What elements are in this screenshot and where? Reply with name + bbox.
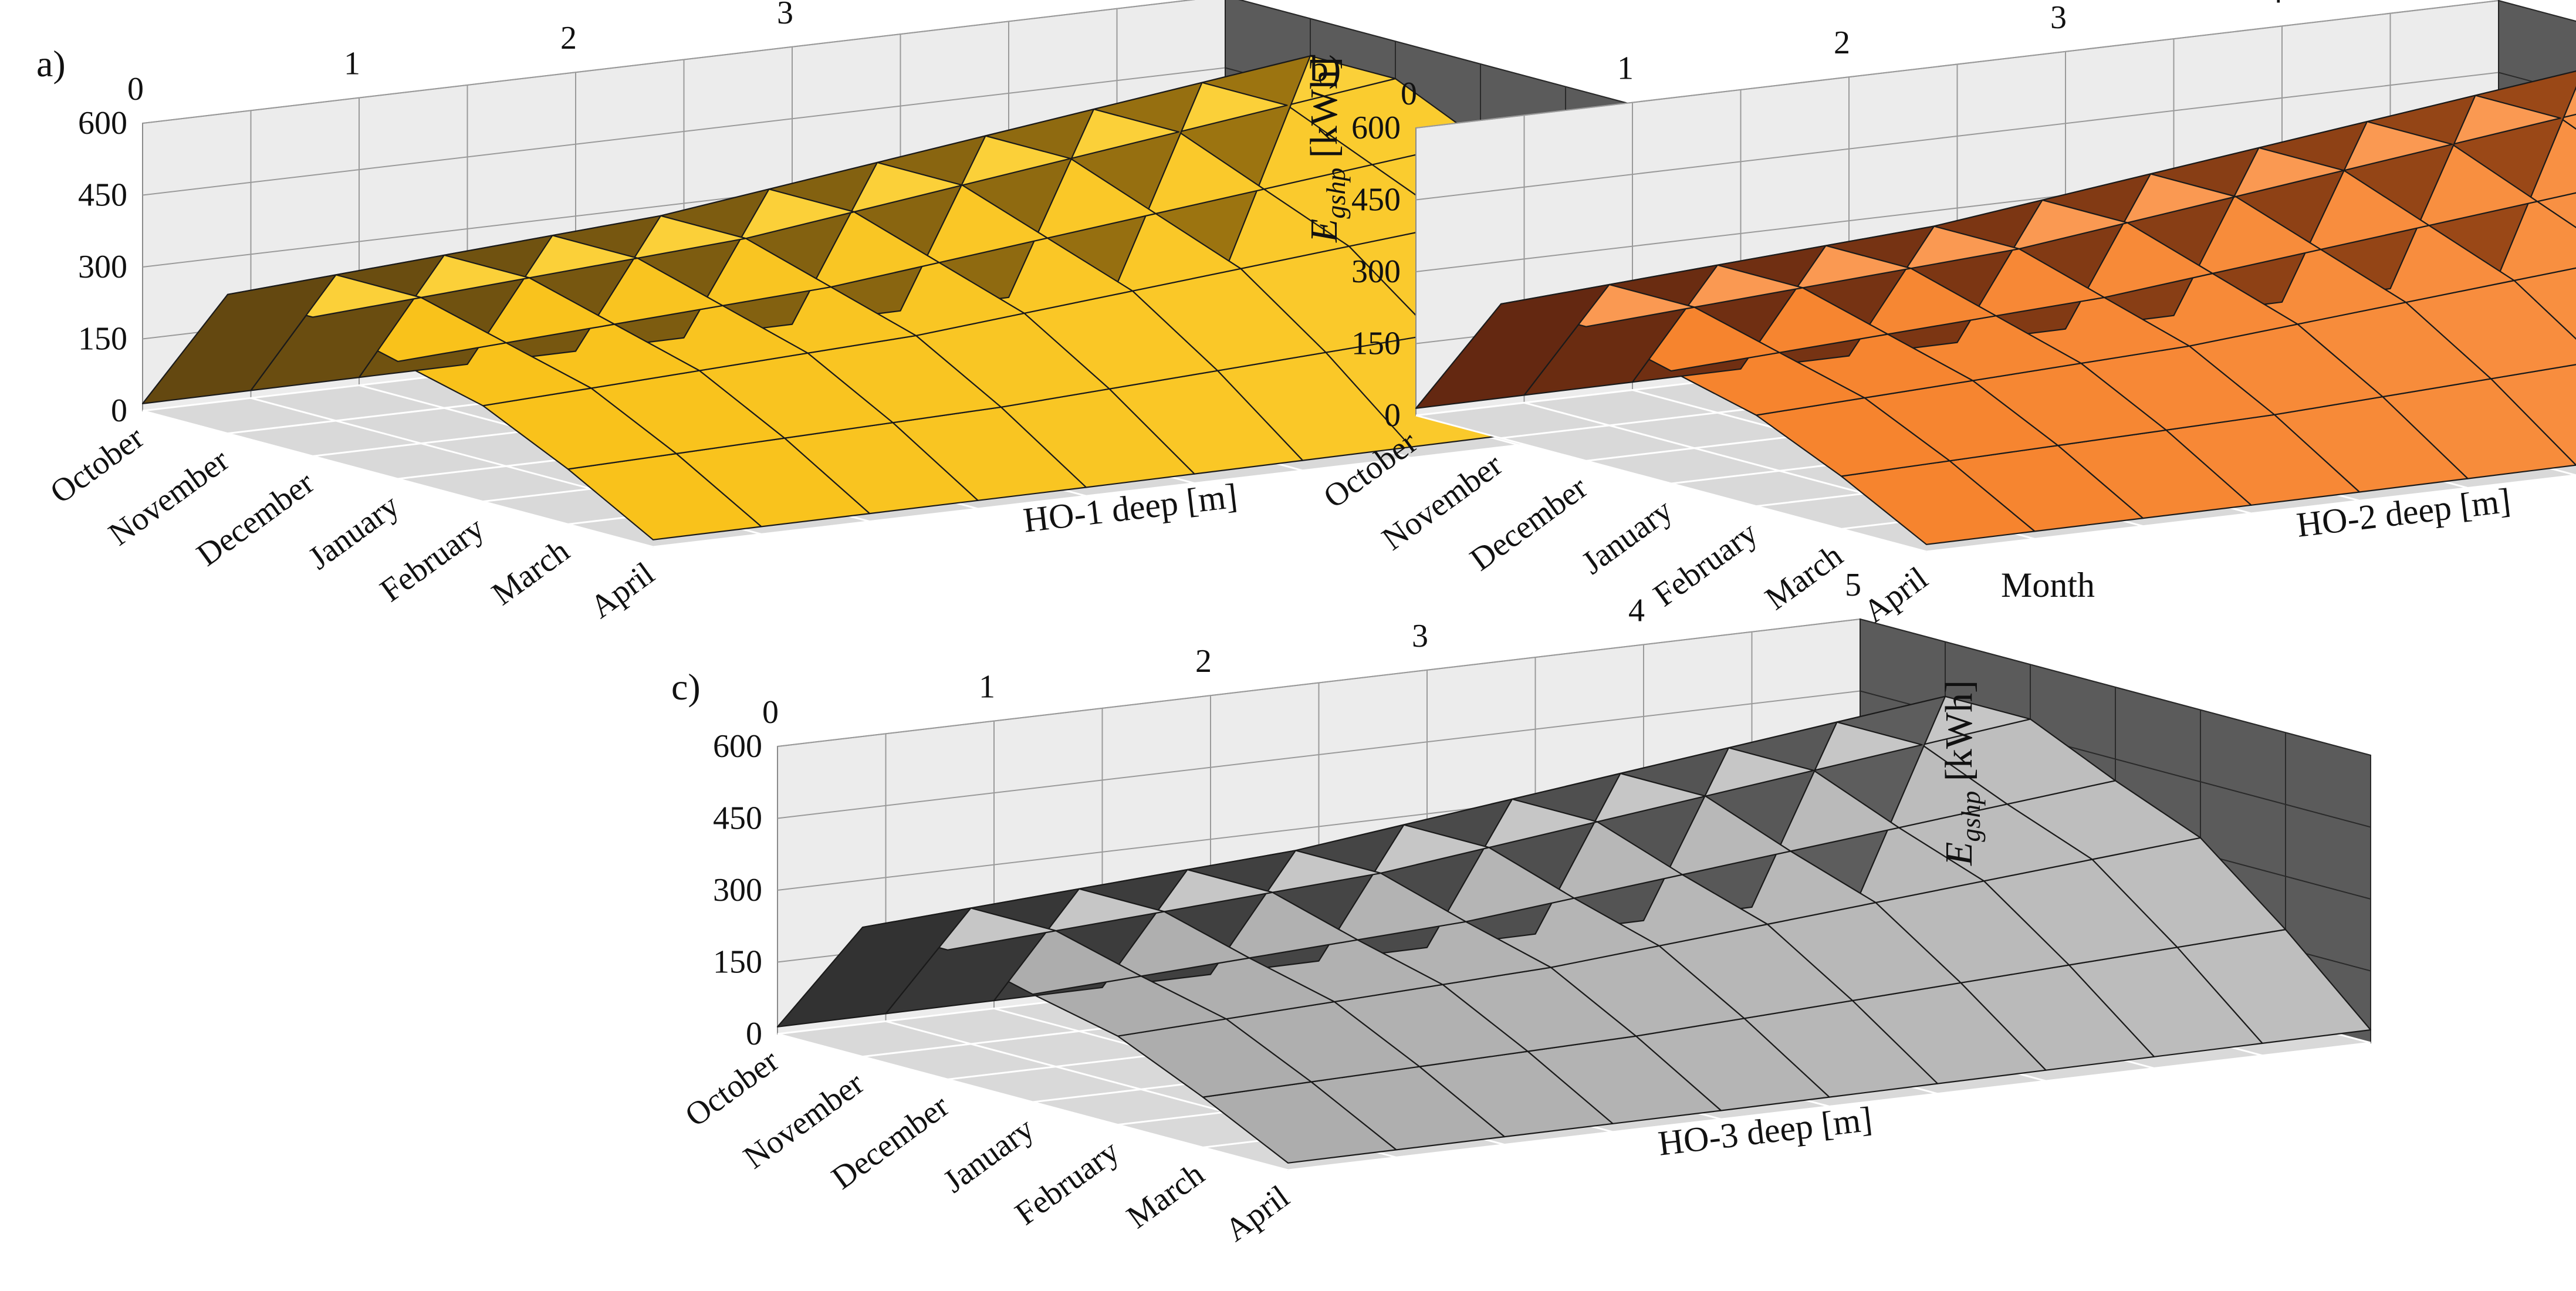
depth-tick-label: 1 bbox=[344, 46, 360, 82]
depth-tick-label: 5 bbox=[1845, 567, 1861, 603]
z-tick-label: 450 bbox=[78, 177, 127, 214]
month-tick-label: October bbox=[43, 419, 151, 511]
z-tick-label: 0 bbox=[1384, 397, 1401, 434]
z-tick-label: 0 bbox=[111, 393, 127, 429]
surface bbox=[776, 695, 2372, 1164]
depth-tick-label: 4 bbox=[2267, 0, 2283, 10]
depth-tick-label: 0 bbox=[762, 694, 779, 731]
panel-label: c) bbox=[671, 666, 701, 708]
depth-tick-label: 3 bbox=[777, 0, 793, 31]
month-tick-label: January bbox=[302, 487, 405, 577]
depth-tick-label: 1 bbox=[979, 669, 995, 705]
month-tick-label: January bbox=[1575, 492, 1679, 582]
surface bbox=[1415, 70, 2576, 545]
z-tick-label: 450 bbox=[713, 800, 762, 837]
z-tick-label: 600 bbox=[78, 105, 127, 141]
panel-label: b) bbox=[1310, 48, 1341, 89]
depth-tick-label: 2 bbox=[1195, 643, 1212, 680]
z-tick-label: 450 bbox=[1351, 182, 1401, 218]
surface bbox=[141, 55, 1737, 540]
month-tick-label: March bbox=[1120, 1156, 1211, 1236]
z-tick-label: 150 bbox=[78, 321, 127, 357]
z-axis-title: Egshp [kWh] bbox=[1303, 57, 1351, 243]
surface-patch bbox=[776, 907, 972, 1028]
depth-tick-label: 0 bbox=[1401, 76, 1417, 112]
z-tick-label: 150 bbox=[713, 944, 762, 981]
month-tick-label: January bbox=[937, 1110, 1040, 1200]
z-tick-label: 600 bbox=[1351, 110, 1401, 146]
depth-tick-label: 4 bbox=[1628, 592, 1645, 628]
month-tick-label: March bbox=[1759, 538, 1850, 617]
z-tick-label: 300 bbox=[78, 249, 127, 285]
depth-tick-label: 3 bbox=[1412, 618, 1428, 654]
depth-tick-label: 4 bbox=[993, 0, 1010, 5]
depth-tick-label: 2 bbox=[1834, 25, 1850, 61]
floor-gridline bbox=[1415, 414, 1927, 553]
z-tick-label: 0 bbox=[746, 1016, 762, 1052]
surface-patch bbox=[141, 274, 337, 404]
panel-c: 0150300450600012345OctoberNovemberDecemb… bbox=[671, 566, 2372, 1249]
month-tick-label: October bbox=[678, 1042, 786, 1134]
z-tick-label: 300 bbox=[1351, 254, 1401, 290]
month-tick-label: April bbox=[584, 555, 661, 626]
z-tick-label: 600 bbox=[713, 728, 762, 765]
month-tick-label: April bbox=[1857, 560, 1935, 630]
month-tick-label: April bbox=[1219, 1178, 1296, 1249]
floor-gridline bbox=[777, 1033, 1289, 1171]
panel-label: a) bbox=[36, 43, 66, 85]
depth-tick-label: 0 bbox=[127, 71, 144, 107]
depth-tick-label: 2 bbox=[560, 20, 577, 56]
depth-tick-label: 1 bbox=[1617, 50, 1634, 87]
z-tick-label: 150 bbox=[1351, 326, 1401, 362]
z-tick-label: 300 bbox=[713, 872, 762, 908]
month-axis-title: Month bbox=[2001, 566, 2095, 604]
month-tick-label: March bbox=[485, 533, 576, 613]
floor-gridline bbox=[142, 410, 654, 548]
depth-tick-label: 3 bbox=[2050, 0, 2067, 36]
surface-patch bbox=[2536, 192, 2576, 229]
surface-patch bbox=[2560, 113, 2576, 130]
z-axis-title: Egshp [kWh] bbox=[1938, 680, 1986, 866]
surface-patch bbox=[1415, 283, 1610, 409]
